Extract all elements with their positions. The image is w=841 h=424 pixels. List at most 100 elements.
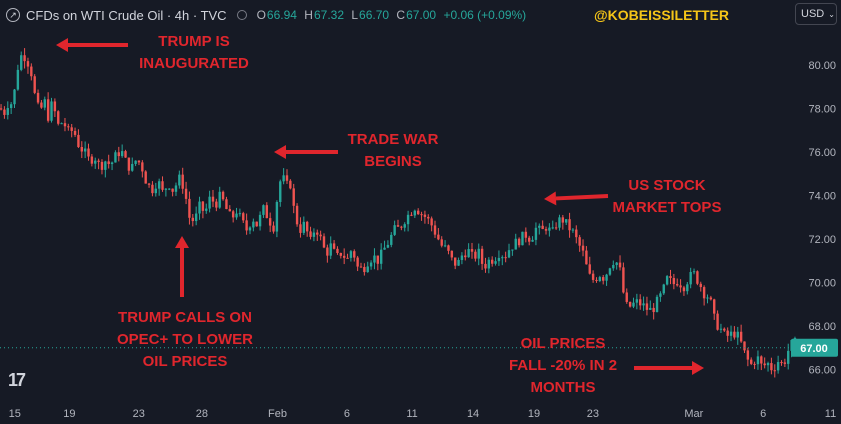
candle-body [514,238,517,250]
candle-body [615,262,618,266]
candle-body [585,250,588,265]
candle-body [205,208,208,211]
candle-body [312,232,316,237]
y-tick-label: 76.00 [808,147,836,159]
candle-body [70,127,73,131]
x-tick-label: Mar [684,408,703,420]
candle-body [719,328,723,330]
symbol-title[interactable]: CFDs on WTI Crude Oil · 4h · TVC [26,7,227,23]
candle-body [107,161,110,165]
candle-body [342,255,346,258]
candle-body [305,221,309,232]
annotation-text: FALL -20% IN 2 [509,357,617,374]
candle-body [460,255,464,260]
candle-body [13,89,16,105]
candle-body [427,216,430,219]
candle-body [80,146,83,152]
candle-body [184,188,188,199]
candle-body [770,363,773,371]
candle-body [726,330,729,336]
candle-body [332,243,336,249]
arrow-head [56,38,68,52]
candle-body [379,249,383,264]
candle-body [453,257,457,266]
candle-body [484,263,487,269]
candle-body [477,248,480,259]
candle-body [551,227,554,229]
candle-body [272,225,275,232]
annotation: TRUMP IS INAUGURATED [56,33,249,72]
candle-body [393,225,396,235]
price-axis[interactable]: 66.00 68.00 70.00 72.00 74.00 76.00 78.00 80.00… [791,60,838,377]
candle-body [114,152,117,163]
candle-body [50,101,53,121]
candle-body [36,92,40,103]
candle-body [709,297,713,300]
annotations-layer: TRUMP IS INAUGURATED TRADE WAR BEGINS US STO… [56,33,721,396]
candle-body [649,307,652,310]
candle-body [94,160,97,164]
candle-body [494,261,497,264]
candle-body [470,249,474,252]
candle-body [137,160,141,163]
currency-select[interactable]: USD ⌄ [795,3,837,25]
candle-body [366,266,369,273]
candle-body [598,277,602,281]
candle-body [575,229,578,238]
candle-body [238,213,242,215]
candle-body [174,185,178,192]
candle-body [595,279,598,281]
candle-body [420,214,423,216]
arrow-head [175,236,189,248]
candle-body [403,224,406,228]
candle-body [329,243,332,256]
candle-body [9,104,13,109]
candle-body [605,274,608,281]
candle-body [154,188,157,194]
candle-body [787,350,790,364]
candle-body [73,130,77,135]
candle-body [181,174,184,189]
candle-body [87,148,90,157]
candle-body [26,61,30,67]
x-tick-label: 19 [63,408,75,420]
candle-body [396,225,400,227]
candle-body [218,191,221,208]
candle-body [554,227,558,229]
candle-body [430,218,433,226]
x-tick-label: 14 [467,408,479,420]
candle-body [645,303,649,310]
candle-body [763,363,766,366]
time-axis[interactable]: 15 19 23 28 Feb 6 11 14 19 23 Mar 6 11 [9,408,837,420]
candle-body [262,205,265,215]
candle-body [131,163,134,171]
last-price-tag [791,338,838,357]
y-tick-label: 74.00 [808,190,836,202]
candle-body [665,276,669,285]
candle-body [521,231,524,246]
candle-body [501,257,504,259]
y-tick-label: 72.00 [808,234,836,246]
annotation-text: MARKET TOPS [613,199,722,216]
candle-body [504,257,507,259]
candle-body [713,299,716,314]
candle-body [487,259,491,269]
candle-body [104,161,107,170]
candle-body [255,221,258,227]
candle-body [756,356,760,365]
candle-body [591,273,595,280]
candle-body [20,55,23,70]
candle-body [527,237,531,242]
tradingview-logo-icon[interactable]: 17 [8,370,26,390]
candle-body [457,259,460,266]
candle-body [447,245,450,251]
candle-body [511,249,514,251]
candle-body [171,188,174,192]
candle-body [268,218,272,226]
candle-body [258,214,262,227]
candle-body [443,245,447,247]
annotation: TRADE WAR BEGINS [274,131,439,170]
candle-body [147,183,151,185]
x-tick-label: 6 [344,408,350,420]
